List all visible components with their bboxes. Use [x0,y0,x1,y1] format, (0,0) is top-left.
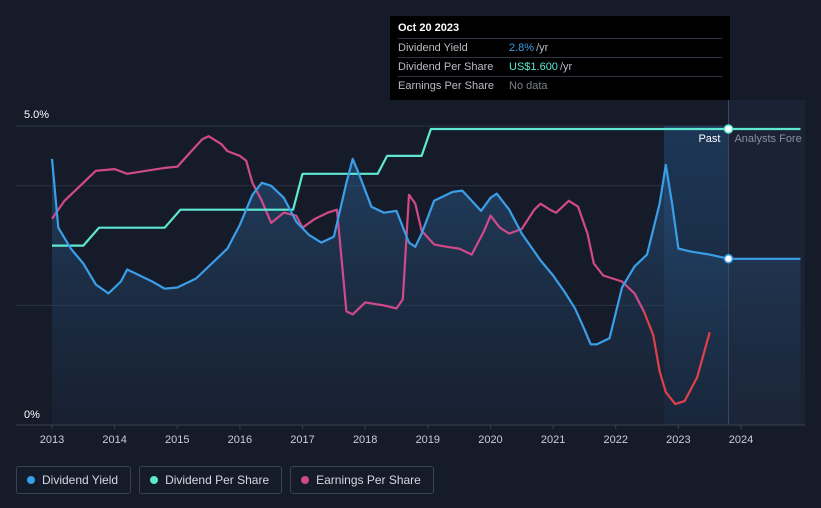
tooltip-row-dividend-yield: Dividend Yield 2.8% /yr [398,38,722,57]
series-line-dividend-yield [50,157,801,346]
tooltip-row-dividend-per-share: Dividend Per Share US$1.600 /yr [398,57,722,76]
marker-dividend-per-share [723,124,734,134]
tooltip-row-earnings-per-share: Earnings Per Share No data [398,76,722,95]
legend-label: Dividend Yield [42,473,119,487]
y-tick-label: 5.0% [24,109,49,121]
x-tick-label: 2021 [541,434,565,446]
legend-dot-icon [301,476,310,484]
tooltip-value: US$1.600 [509,61,558,73]
hover-tooltip: Oct 20 2023 Dividend Yield 2.8% /yr Divi… [390,16,730,100]
x-tick-label: 2018 [353,434,377,446]
x-tick-label: 2015 [165,434,189,446]
chart-legend: Dividend Yield Dividend Per Share Earnin… [16,466,434,494]
x-tick-label: 2017 [290,434,314,446]
x-tick-label: 2022 [603,434,627,446]
analysts-forecast-label: Analysts Fore [734,133,801,145]
x-tick-label: 2014 [102,434,126,446]
x-tick-label: 2019 [416,434,440,446]
tooltip-value: No data [509,80,548,92]
y-tick-label: 0% [24,409,40,421]
series-layer [50,100,801,425]
series-area-dividend-yield [52,158,801,425]
x-tick-label: 2013 [40,434,64,446]
tooltip-value: 2.8% [509,42,535,54]
cursor-markers [723,124,734,264]
legend-item-earnings-per-share[interactable]: Earnings Per Share [290,466,434,494]
series-line-earnings-per-share [51,135,645,316]
legend-item-dividend-yield[interactable]: Dividend Yield [16,466,132,494]
x-tick-label: 2020 [478,434,502,446]
tooltip-label: Earnings Per Share [398,80,494,92]
x-tick-label: 2023 [666,434,690,446]
x-tick-label: 2024 [729,434,753,446]
x-axis: 2013 2014 2015 2016 2017 2018 2019 2020 2021 2022… [16,424,805,446]
marker-dividend-yield [723,254,734,264]
tooltip-date: Oct 20 2023 [398,22,460,34]
past-label: Past [698,133,720,145]
tooltip-unit: /yr [536,42,549,54]
tooltip-unit: /yr [559,61,573,73]
series-line-earnings-per-share-recent [642,310,711,406]
tooltip-label: Dividend Yield [398,42,468,54]
legend-label: Dividend Per Share [165,473,270,487]
tooltip-label: Dividend Per Share [398,61,494,73]
legend-dot-icon [150,476,159,484]
legend-label: Earnings Per Share [316,473,421,487]
y-axis-labels: 5.0% 0% [24,109,49,421]
series-line-dividend-per-share [52,127,801,247]
x-tick-label: 2016 [228,434,252,446]
legend-dot-icon [27,476,35,484]
legend-item-dividend-per-share[interactable]: Dividend Per Share [139,466,283,494]
